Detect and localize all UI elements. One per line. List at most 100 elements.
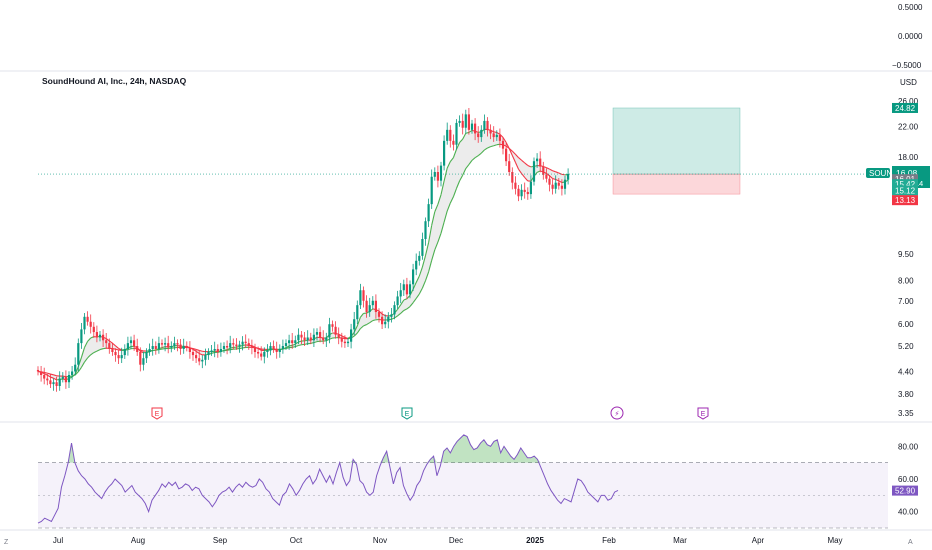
candle-body — [312, 334, 315, 341]
fast-ma-segment — [43, 373, 48, 376]
slow-ma-segment — [406, 306, 411, 310]
slow-ma-segment — [391, 317, 395, 320]
fast-ma-segment — [50, 376, 54, 379]
slow-ma-segment — [313, 341, 318, 344]
candle-body — [362, 290, 365, 301]
event-label: ⚡ — [615, 410, 620, 418]
slow-ma-segment — [93, 350, 98, 354]
fast-ma-segment — [437, 194, 442, 205]
fast-ma-segment — [446, 161, 451, 169]
candle-body — [353, 319, 356, 330]
fast-ma-segment — [552, 178, 556, 181]
candle-body — [157, 343, 160, 349]
slow-ma-segment — [459, 174, 464, 182]
fast-ma-segment — [353, 325, 358, 333]
candle-body — [114, 352, 117, 356]
rsi-tick-label: 80.00 — [898, 442, 919, 451]
fast-ma-segment — [558, 180, 563, 184]
fast-ma-segment — [112, 342, 116, 347]
time-axis[interactable]: Jul Aug Sep Oct Nov Dec 2025 Feb Mar Apr May — [53, 536, 843, 545]
price-tick-label: 9.50 — [898, 250, 914, 259]
price-tick-label: 3.80 — [898, 390, 914, 399]
candle-body — [374, 300, 377, 313]
slow-ma-segment — [474, 155, 479, 159]
candle-body — [455, 122, 458, 145]
price-label-text: 15.42 — [895, 180, 916, 189]
price-label-bg — [892, 195, 918, 206]
candle-body — [241, 341, 244, 345]
candle-body — [83, 316, 86, 330]
slow-ma-segment — [192, 347, 197, 350]
symbol-label: SOUN — [869, 169, 892, 178]
fast-ma-segment — [71, 373, 76, 378]
candle-body — [272, 346, 275, 349]
candle-body — [92, 326, 95, 333]
slow-ma-segment — [412, 298, 417, 304]
fast-ma-segment — [549, 175, 553, 179]
slow-ma-segment — [397, 312, 402, 317]
fast-ma-segment — [115, 345, 119, 349]
candle-body — [408, 284, 412, 295]
candle-body — [415, 260, 418, 270]
candle-body — [148, 348, 151, 353]
zoom-icon[interactable]: Z — [4, 539, 9, 546]
slow-ma-segment — [285, 347, 290, 350]
candle-body — [204, 355, 207, 360]
price-axis[interactable]: 26.00 22.00 18.00 9.50 8.00 7.00 6.00 5.20 4.40 3… — [898, 97, 919, 418]
candle-body — [46, 378, 49, 381]
slow-ma-segment — [226, 349, 231, 351]
top-tick-label: −0.5000 — [892, 61, 922, 70]
slow-ma-segment — [437, 233, 442, 243]
fast-ma-segment — [108, 340, 113, 344]
candle-body — [120, 355, 123, 359]
candle-body — [182, 346, 185, 349]
fast-ma-segment — [468, 129, 473, 133]
candle-body — [418, 255, 421, 261]
candle-body — [247, 343, 250, 347]
candle-body — [309, 337, 312, 341]
candle-body — [346, 341, 350, 344]
footer-icons[interactable]: Z A — [4, 539, 913, 546]
candle-body — [64, 376, 67, 383]
candle-body — [381, 316, 384, 325]
candle-body — [198, 358, 201, 362]
slow-ma-segment — [356, 328, 361, 334]
candle-body — [151, 346, 154, 349]
candle-body — [356, 305, 359, 320]
candle-body — [554, 182, 557, 189]
fast-ma-segment — [546, 172, 550, 177]
fast-ma-segment — [378, 310, 383, 315]
candle-body — [328, 324, 331, 338]
event-markers[interactable]: E E ⚡ E — [151, 406, 709, 420]
candle-body — [480, 129, 483, 138]
slow-ma-segment — [84, 357, 89, 363]
candle-body — [498, 134, 501, 141]
slow-ma-segment — [511, 150, 516, 155]
candle-body — [222, 346, 226, 349]
candle-body — [306, 337, 309, 341]
slow-ma-segment — [514, 153, 519, 158]
candle-body — [188, 347, 191, 353]
candle-body — [458, 120, 461, 123]
candle-body — [567, 173, 570, 180]
fast-ma-segment — [344, 336, 349, 339]
time-tick-label: Jul — [53, 536, 63, 545]
long-position-tool[interactable] — [612, 107, 741, 195]
currency-label[interactable]: USD — [900, 78, 917, 87]
candle-body — [461, 120, 464, 128]
candle-body — [185, 346, 188, 348]
slow-ma-segment — [552, 170, 556, 173]
candle-body — [207, 352, 210, 356]
slow-ma-segment — [455, 180, 461, 189]
slow-ma-segment — [161, 348, 166, 350]
fast-ma-segment — [211, 351, 215, 354]
candle-body — [421, 239, 424, 256]
event-badge — [151, 407, 163, 420]
slow-ma-segment — [62, 375, 66, 378]
slow-ma-segment — [449, 196, 454, 204]
fast-ma-segment — [397, 304, 402, 310]
rsi-tick-label: 40.00 — [898, 508, 919, 517]
slow-ma-segment — [44, 371, 48, 374]
auto-scale-icon[interactable]: A — [908, 539, 913, 546]
event-badge — [610, 406, 624, 420]
